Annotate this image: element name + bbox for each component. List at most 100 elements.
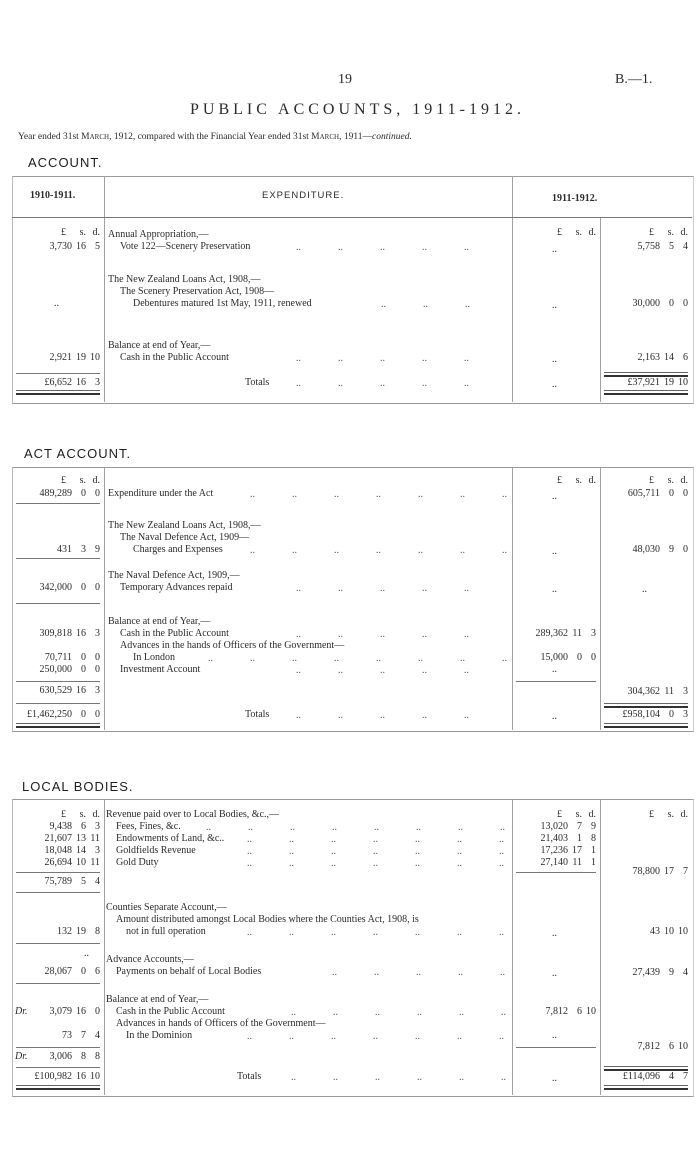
column-divider (600, 467, 601, 730)
leader-dots: .. (464, 378, 469, 389)
leader-dots: .. (380, 583, 385, 594)
description-line: Balance at end of Year,— (106, 994, 209, 1005)
shillings-value: 5 (669, 241, 674, 252)
pounds-value: £958,104 (622, 709, 661, 720)
nil-value: .. (552, 711, 557, 722)
nil-value: .. (552, 928, 557, 939)
leader-dots: .. (464, 242, 469, 253)
shillings-value: 0 (669, 298, 674, 309)
leader-dots: .. (418, 489, 423, 500)
leader-dots: .. (380, 353, 385, 364)
description-line: Gold Duty (116, 857, 159, 868)
pence-value: 8 (95, 926, 100, 937)
pounds-value: 73 (62, 1030, 72, 1041)
shillings-value: 0 (669, 709, 674, 720)
pence-label: d. (92, 809, 101, 820)
description-line: Debentures matured 1st May, 1911, renewe… (133, 298, 312, 309)
leader-dots: .. (338, 665, 343, 676)
pence-label: d. (680, 809, 689, 820)
shillings-value: 0 (81, 966, 86, 977)
double-rule (604, 723, 688, 728)
leader-dots: .. (416, 822, 421, 833)
shillings-label: s. (79, 227, 86, 238)
shillings-value: 11 (664, 686, 674, 697)
subtitle-part: continued. (371, 132, 412, 142)
leader-dots: .. (501, 1007, 506, 1018)
debit-prefix: Dr. (15, 1006, 28, 1017)
nil-value: .. (552, 244, 557, 255)
leader-dots: .. (292, 489, 297, 500)
pence-label: d. (588, 809, 597, 820)
description-line: Cash in the Public Account (116, 1006, 225, 1017)
pounds-value: £114,096 (622, 1071, 660, 1082)
leader-dots: .. (331, 858, 336, 869)
double-rule (604, 1085, 688, 1090)
pounds-value: 5,758 (637, 241, 661, 252)
pounds-value: 48,030 (632, 544, 661, 555)
description-line: The Naval Defence Act, 1909,— (108, 570, 240, 581)
leader-dots: .. (296, 665, 301, 676)
description-line: Cash in the Public Account (120, 352, 229, 363)
pence-value: 0 (683, 544, 688, 555)
double-rule (16, 723, 100, 728)
pounds-value: 489,289 (39, 488, 73, 499)
pounds-value: £1,462,250 (27, 709, 72, 720)
leader-dots: .. (291, 1072, 296, 1083)
column-header-previous-year: 1910-1911. (30, 190, 76, 201)
pounds-value: 21,403 (540, 833, 569, 844)
pence-value: 10 (90, 352, 100, 363)
leader-dots: .. (247, 846, 252, 857)
pence-value: 10 (678, 377, 688, 388)
table-frame (12, 176, 694, 404)
leader-dots: .. (296, 583, 301, 594)
leader-dots: .. (247, 1031, 252, 1042)
pounds-label: £ (649, 475, 654, 486)
shillings-value: 17 (572, 845, 582, 856)
double-rule (16, 1085, 100, 1090)
shillings-value: 9 (669, 967, 674, 978)
rule (16, 1047, 100, 1048)
leader-dots: .. (457, 834, 462, 845)
rule (16, 681, 100, 682)
rule (16, 558, 100, 559)
document-reference: B.—1. (615, 72, 653, 87)
leader-dots: .. (457, 1031, 462, 1042)
leader-dots: .. (289, 858, 294, 869)
section-heading: ACT ACCOUNT. (24, 446, 132, 461)
description-line: Revenue paid over to Local Bodies, &c.,— (106, 809, 280, 820)
nil-value: .. (552, 379, 557, 390)
leader-dots: .. (415, 1031, 420, 1042)
leader-dots: .. (501, 1072, 506, 1083)
leader-dots: .. (296, 629, 301, 640)
leader-dots: .. (289, 846, 294, 857)
column-divider (512, 176, 513, 402)
pounds-label: £ (649, 227, 654, 238)
description-line: Balance at end of Year,— (108, 616, 211, 627)
nil-value: .. (642, 584, 647, 595)
shillings-value: 17 (664, 866, 674, 877)
leader-dots: .. (373, 846, 378, 857)
leader-dots: .. (247, 858, 252, 869)
nil-value: .. (552, 1073, 557, 1084)
leader-dots: .. (331, 927, 336, 938)
subtitle-part: Year ended 31st (18, 132, 82, 142)
pence-value: 3 (683, 709, 688, 720)
pence-value: 10 (90, 1071, 100, 1082)
description-line: Goldfields Revenue (116, 845, 196, 856)
leader-dots: .. (333, 1072, 338, 1083)
rule (16, 503, 100, 504)
pence-value: 10 (678, 1041, 688, 1052)
nil-value: .. (552, 491, 557, 502)
leader-dots: .. (375, 1072, 380, 1083)
leader-dots: .. (338, 353, 343, 364)
leader-dots: .. (334, 489, 339, 500)
column-divider (600, 799, 601, 1095)
pence-value: 11 (90, 833, 100, 844)
leader-dots: .. (465, 299, 470, 310)
pounds-value: 3,006 (49, 1051, 73, 1062)
leader-dots: .. (250, 545, 255, 556)
shillings-value: 16 (76, 1006, 86, 1017)
column-divider (104, 467, 105, 730)
rule (516, 681, 596, 682)
leader-dots: .. (500, 822, 505, 833)
